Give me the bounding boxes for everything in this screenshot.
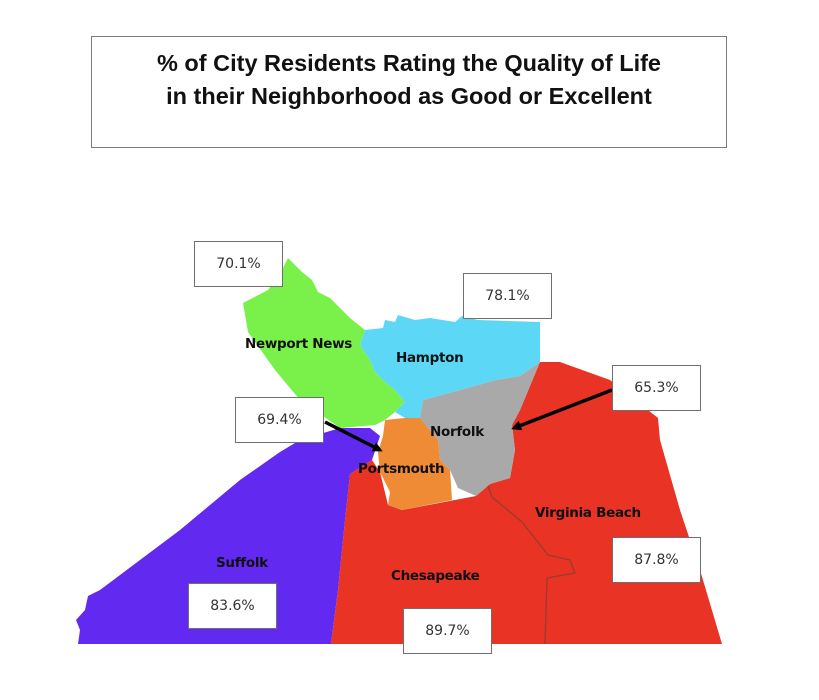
arrow-norfolk	[511, 388, 613, 431]
label-norfolk: Norfolk	[430, 424, 484, 440]
boundary-chesapeake-virginia-beach	[484, 477, 576, 645]
label-hampton: Hampton	[396, 350, 464, 366]
value-norfolk: 65.3%	[612, 365, 701, 411]
label-suffolk: Suffolk	[216, 555, 268, 571]
value-portsmouth: 69.4%	[235, 397, 324, 443]
label-virginia-beach: Virginia Beach	[535, 505, 641, 521]
label-newport-news: Newport News	[245, 336, 353, 352]
region-suffolk	[76, 428, 380, 644]
map-title-box: % of City Residents Rating the Quality o…	[91, 36, 727, 148]
value-virginia-beach: 87.8%	[612, 537, 701, 583]
region-newport-news	[243, 258, 405, 428]
region-portsmouth	[378, 418, 452, 510]
value-chesapeake: 89.7%	[403, 608, 492, 654]
region-norfolk	[420, 362, 540, 496]
map-title-line-2: in their Neighborhood as Good or Excelle…	[166, 83, 652, 109]
value-hampton: 78.1%	[463, 273, 552, 319]
value-suffolk: 83.6%	[188, 583, 277, 629]
value-newport-news: 70.1%	[194, 241, 283, 287]
map-title-line-1: % of City Residents Rating the Quality o…	[157, 50, 661, 76]
label-portsmouth: Portsmouth	[358, 461, 445, 477]
arrow-portsmouth	[324, 420, 383, 452]
region-hampton	[360, 315, 540, 418]
label-chesapeake: Chesapeake	[391, 568, 480, 584]
